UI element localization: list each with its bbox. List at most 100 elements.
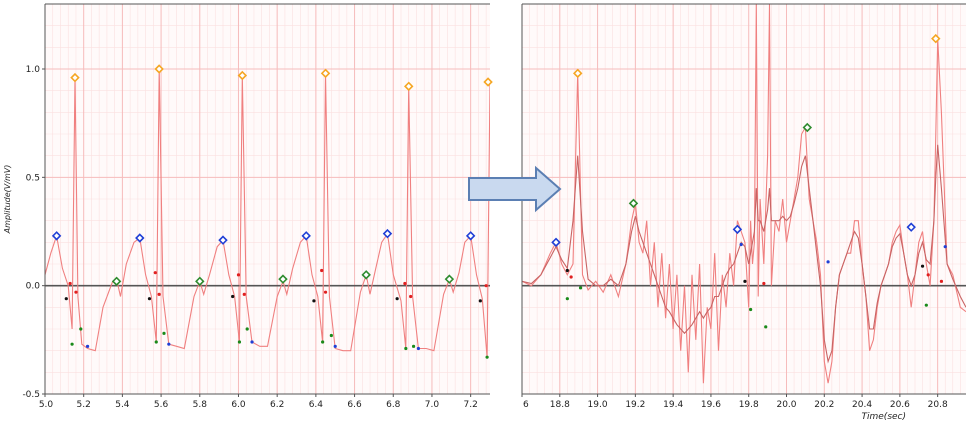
marker-blue-point xyxy=(333,344,337,348)
marker-red-point xyxy=(68,281,72,286)
marker-r-peak xyxy=(483,77,493,87)
x-tick-label: 5.4 xyxy=(115,400,130,410)
marker-red-point xyxy=(320,268,324,273)
marker-green-point xyxy=(154,340,158,344)
marker-red-point xyxy=(409,294,413,299)
marker-t-peak xyxy=(628,198,639,209)
marker-red-point xyxy=(403,281,407,286)
x-tick-label: 19.4 xyxy=(663,400,683,410)
marker-green-point xyxy=(578,286,583,290)
x-tick-label: 20.8 xyxy=(928,400,948,410)
marker-r-peak xyxy=(404,81,414,92)
marker-t-peak xyxy=(111,276,122,287)
marker-green-point xyxy=(749,307,753,312)
marker-green-point xyxy=(321,340,325,344)
x-tick-label: 7.2 xyxy=(463,400,477,410)
marker-p-peak xyxy=(218,235,228,245)
ecg-filtered-line xyxy=(522,144,966,364)
x-tick-label: 20.4 xyxy=(852,400,872,410)
marker-red-point xyxy=(939,279,944,283)
y-tick-label: 1.0 xyxy=(26,65,41,75)
marker-r-peak xyxy=(70,72,80,83)
x-tick-label: 5.8 xyxy=(193,400,208,410)
x-tick-label: 20.2 xyxy=(814,400,834,410)
grid xyxy=(45,4,490,394)
marker-green-point xyxy=(237,340,242,344)
marker-green-point xyxy=(162,331,166,335)
marker-blue-point xyxy=(943,245,947,249)
marker-p-peak xyxy=(732,224,743,235)
marker-green-point xyxy=(924,303,928,307)
marker-p-peak xyxy=(301,231,311,241)
marker-blue-point xyxy=(826,260,830,264)
marker-red-point xyxy=(762,281,766,286)
marker-green-point xyxy=(70,342,74,346)
marker-green-point xyxy=(79,327,83,331)
marker-green-point xyxy=(245,327,249,331)
y-tick-label: 0.5 xyxy=(26,173,40,183)
x-tick-label: 6.6 xyxy=(347,400,362,410)
left-ecg-chart: 5.0 5.2 5.4 5.6 5.8 6.0 6.2 6.4 6.6 6.8 7.0 7.2 -0.5… xyxy=(3,3,493,410)
marker-black-point xyxy=(743,279,747,283)
x-tick-label: 19.2 xyxy=(625,400,645,410)
x-axis-label: Time(sec) xyxy=(862,412,907,422)
marker-blue-point xyxy=(85,344,90,348)
marker-green-point xyxy=(329,333,333,338)
x-tick-label: 5.0 xyxy=(39,400,54,410)
x-tick-label: 18.8 xyxy=(550,400,570,410)
ecg-signal-line xyxy=(522,4,966,384)
marker-p-peak xyxy=(382,228,393,239)
x-tick-label: 6.8 xyxy=(386,400,401,410)
marker-t-peak xyxy=(278,274,288,284)
marker-red-point xyxy=(484,284,488,288)
marker-black-point xyxy=(147,297,152,301)
marker-blue-point xyxy=(739,242,743,247)
marker-green-point xyxy=(404,346,408,351)
y-tick-label: 0.0 xyxy=(26,282,41,292)
marker-green-point xyxy=(411,344,416,348)
x-tick-label: 6.2 xyxy=(270,400,284,410)
marker-red-point xyxy=(569,275,573,279)
transition-arrow xyxy=(468,165,562,213)
marker-blue-point xyxy=(416,346,421,351)
marker-blue-point xyxy=(167,342,171,346)
marker-t-peak xyxy=(444,274,455,284)
marker-red-point xyxy=(236,273,241,277)
marker-p-peak xyxy=(51,231,62,241)
marker-r-peak xyxy=(573,68,583,79)
marker-black-point xyxy=(64,297,68,301)
marker-black-point xyxy=(478,299,482,303)
marker-red-point xyxy=(323,290,328,294)
marker-black-point xyxy=(395,297,399,301)
marker-r-peak xyxy=(320,68,331,79)
x-tick-label: 5.6 xyxy=(154,400,169,410)
marker-p-peak xyxy=(135,233,145,243)
marker-black-point xyxy=(565,268,569,273)
marker-red-point xyxy=(74,290,78,294)
marker-red-point xyxy=(153,271,157,275)
marker-black-point xyxy=(231,294,235,299)
marker-green-point xyxy=(485,355,489,359)
marker-p-peak xyxy=(906,222,916,232)
marker-black-point xyxy=(312,299,316,303)
marker-r-peak xyxy=(154,64,164,74)
marker-red-point xyxy=(242,292,246,296)
x-tick-label: 7.0 xyxy=(425,400,440,410)
marker-black-point xyxy=(920,264,925,268)
marker-p-peak xyxy=(551,237,561,248)
marker-p-peak xyxy=(465,231,476,241)
y-tick-label: -0.5 xyxy=(22,390,40,400)
marker-t-peak xyxy=(361,270,371,280)
marker-green-point xyxy=(764,325,768,329)
marker-blue-point xyxy=(250,340,254,344)
marker-r-peak xyxy=(237,70,248,81)
grid xyxy=(522,4,966,394)
marker-t-peak xyxy=(195,276,205,287)
x-tick-label: 20.0 xyxy=(776,400,796,410)
x-tick-label: 20.6 xyxy=(890,400,910,410)
marker-red-point xyxy=(926,273,930,277)
x-tick-label: 6.0 xyxy=(231,400,246,410)
marker-green-point xyxy=(565,297,569,301)
marker-r-peak xyxy=(931,33,941,44)
